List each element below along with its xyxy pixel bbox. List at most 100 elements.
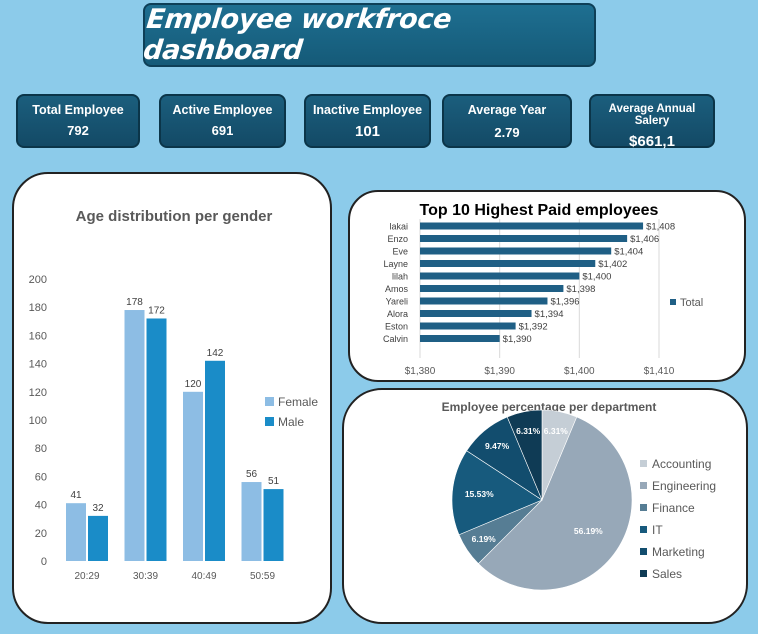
x-tick-label: 40:49 [191,571,216,582]
pie-data-label: 56.19% [574,526,603,536]
legend-label: Male [278,415,304,429]
legend-label: Finance [652,501,695,515]
data-label: $1,406 [630,234,659,245]
legend-label: IT [652,523,663,537]
dashboard-title-banner: Employee workfroce dashboard [141,3,596,67]
category-label: Enzo [387,234,408,244]
legend-swatch-female [265,397,274,406]
x-tick-label: $1,410 [644,366,675,377]
bar-calvin [420,335,500,342]
data-label: 56 [246,469,258,480]
bar-lakai [420,222,644,230]
category-label: lilah [392,272,408,282]
legend-label: Engineering [652,479,716,493]
pie-data-label: 6.19% [472,534,497,544]
category-label: lakai [389,222,408,232]
pie-slice-engineering [477,416,633,591]
kpi-label: Active Employee [172,103,273,117]
data-label: 172 [148,305,165,316]
x-tick-label: 30:39 [133,571,158,582]
kpi-total-employee: Total Employee 792 [16,94,140,148]
legend-swatch-sales [640,570,647,577]
bar-female-50:59 [241,482,262,561]
data-label: $1,392 [519,322,548,333]
legend-label: Female [278,395,318,409]
data-label: $1,402 [598,259,627,270]
kpi-label: Average Annual Salery [608,103,696,127]
kpi-value: 792 [67,123,89,138]
data-label: 41 [70,490,82,501]
data-label: 142 [207,348,224,359]
bar-eve [420,247,612,255]
data-label: 51 [268,476,280,487]
bar-female-30:39 [124,310,145,561]
data-label: 32 [92,503,104,514]
kpi-value: 101 [354,123,381,140]
kpi-label: Total Employee [32,103,124,117]
data-label: 120 [185,379,202,390]
y-tick-label: 160 [29,330,47,342]
bar-female-20:29 [66,503,86,561]
kpi-average-annual-salary: Average Annual Salery $661,1 [589,94,715,150]
bar-male-20:29 [88,515,108,561]
y-tick-label: 120 [29,387,47,399]
pie-data-label: 15.53% [465,489,494,499]
chart-title: Employee percentage per department [442,400,657,414]
bar-lilah [420,272,580,280]
bar-yareli [420,297,548,305]
category-label: Alora [387,309,408,319]
data-label: $1,394 [535,309,564,320]
bar-amos [420,285,564,292]
legend-swatch-accounting [640,460,647,467]
bar-alora [420,310,532,317]
bar-female-40:49 [183,391,203,561]
data-label: $1,390 [503,334,532,345]
legend-swatch-marketing [640,548,647,555]
kpi-inactive-employee: Inactive Employee 101 [304,94,431,148]
data-label: $1,398 [566,284,595,295]
legend-label: Accounting [652,457,711,471]
legend-swatch-it [640,526,647,533]
bar-layne [420,260,596,267]
pie-slice-sales [506,409,543,501]
kpi-value: 691 [211,123,234,138]
legend-swatch-finance [640,504,647,511]
kpi-label: Inactive Employee [312,103,423,117]
x-tick-label: $1,390 [484,366,515,377]
department-pie-card: Employee percentage per department 6.31%… [342,388,748,624]
legend-label: Sales [652,567,682,581]
category-label: Eve [392,247,408,257]
legend-label: Marketing [652,545,705,559]
department-pie-chart: Employee percentage per department 6.31%… [442,400,716,591]
data-label: $1,408 [646,222,675,233]
dashboard-title: Employee workfroce dashboard [141,4,453,66]
x-tick-label: 50:59 [250,571,275,582]
data-label: 178 [126,297,143,308]
kpi-label: Average Year [467,103,547,117]
age-distribution-card: Age distribution per gender 0 20 40 60 80 100… [12,172,332,624]
category-label: Eston [385,322,408,332]
y-tick-label: 0 [41,556,47,568]
pie-slice-it [451,450,543,536]
age-distribution-chart: Age distribution per gender 0 20 40 60 80 100… [29,208,319,582]
data-label: $1,396 [550,297,579,308]
y-tick-label: 80 [35,443,47,455]
data-label: $1,404 [614,247,643,258]
kpi-value: $661,1 [629,133,675,150]
y-tick-label: 140 [29,359,47,371]
category-label: Layne [383,259,408,269]
bar-eston [420,322,516,330]
legend-label: Total [680,297,703,309]
kpi-value: 2.79 [494,125,520,140]
kpi-average-year: Average Year 2.79 [442,94,572,148]
x-tick-label: 20:29 [74,571,99,582]
bar-male-50:59 [263,489,284,561]
x-tick-label: $1,380 [405,366,436,377]
y-tick-label: 60 [35,471,47,483]
legend-swatch-engineering [640,482,647,489]
bar-enzo [420,235,628,242]
bar-male-30:39 [146,318,167,561]
chart-title: Age distribution per gender [76,208,273,225]
y-tick-label: 20 [35,528,47,540]
top10-salary-card: Top 10 Highest Paid employees lakai $1,40… [348,190,746,382]
